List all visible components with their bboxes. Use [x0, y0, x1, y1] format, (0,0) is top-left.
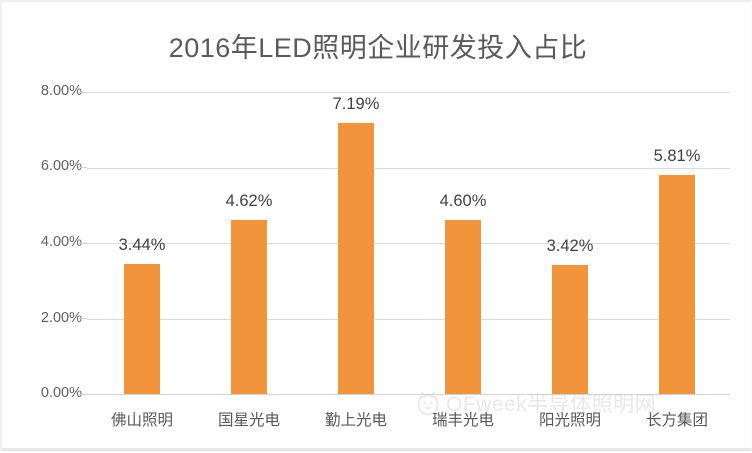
gridline-4 — [87, 243, 730, 244]
x-category-label: 勤上光电 — [324, 412, 387, 429]
y-tick-mark-4 — [79, 243, 87, 244]
bar-value-label: 4.60% — [439, 192, 487, 211]
y-tick-label-2: 2.00% — [40, 310, 82, 326]
gridline-0-baseline — [87, 394, 730, 395]
gridline-8 — [87, 92, 730, 93]
bar-series-item — [231, 219, 267, 394]
y-tick-label-8: 8.00% — [40, 83, 82, 99]
bar-series-item — [659, 174, 695, 394]
x-category-label: 瑞丰光电 — [431, 412, 494, 429]
bar-series-item — [445, 220, 481, 394]
bar-value-label: 3.42% — [546, 236, 594, 255]
x-category-label: 国星光电 — [217, 412, 280, 429]
chart-title: 2016年LED照明企业研发投入占比 — [168, 33, 588, 63]
bar-series-item — [552, 264, 588, 394]
y-tick-mark-8 — [79, 92, 87, 93]
bar-value-label: 7.19% — [332, 94, 380, 113]
plot-area — [87, 92, 730, 395]
y-tick-mark-6 — [79, 167, 87, 168]
gridline-6 — [87, 167, 730, 169]
y-tick-label-0: 0.00% — [40, 385, 82, 401]
bar-value-label: 3.44% — [118, 236, 166, 255]
bar-value-label: 4.62% — [225, 191, 273, 210]
gridline-2 — [87, 318, 730, 320]
bar-value-label: 5.81% — [653, 146, 701, 165]
y-tick-label-4: 4.00% — [40, 234, 82, 250]
bar-series-item — [124, 264, 160, 394]
y-tick-mark-0 — [79, 394, 87, 395]
x-category-label: 佛山照明 — [110, 412, 173, 429]
y-axis: 8.00% 6.00% 4.00% 2.00% 0.00% — [2, 2, 87, 453]
x-category-label: 长方集团 — [645, 412, 708, 429]
bar-series-item — [338, 122, 374, 394]
x-category-label: 阳光照明 — [538, 412, 601, 429]
y-tick-mark-2 — [79, 318, 87, 319]
y-tick-label-6: 6.00% — [40, 158, 82, 174]
